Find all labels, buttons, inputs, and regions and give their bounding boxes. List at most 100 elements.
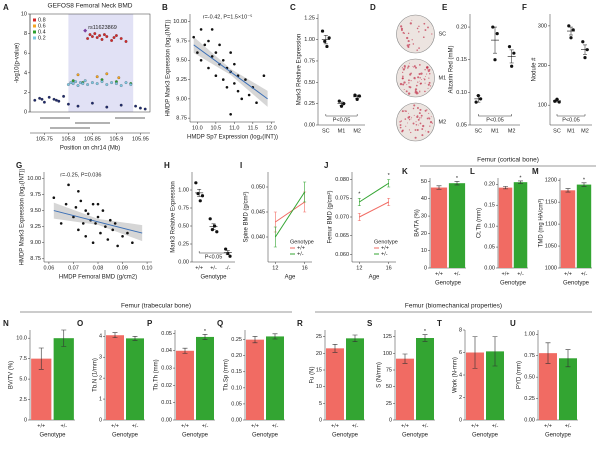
x-axis-label: Genotype bbox=[182, 433, 209, 439]
stain bbox=[408, 43, 411, 46]
error-bar bbox=[112, 332, 118, 339]
y-tick-label: 0.00 bbox=[178, 259, 189, 265]
stain bbox=[422, 36, 425, 39]
stain bbox=[419, 91, 421, 93]
stain bbox=[427, 69, 429, 71]
stain bbox=[408, 62, 410, 64]
y-tick-label: 0.045 bbox=[251, 209, 265, 215]
bar bbox=[346, 338, 364, 420]
significance: * bbox=[583, 177, 586, 183]
error-bar bbox=[422, 334, 428, 342]
annotation: P<0.05 bbox=[486, 117, 504, 123]
error-bar bbox=[509, 49, 514, 64]
legend-label: +/- bbox=[297, 251, 304, 257]
stain bbox=[424, 69, 426, 71]
y-axis-label: Ct.Th (mm) bbox=[477, 208, 483, 238]
y-tick-label: 1200 bbox=[545, 178, 557, 184]
stain bbox=[400, 25, 403, 28]
y-tick-label: 50 bbox=[421, 179, 427, 185]
x-tick-label: 11.0 bbox=[229, 125, 239, 131]
stain bbox=[399, 82, 403, 86]
stain bbox=[416, 91, 419, 95]
panel-label: N bbox=[3, 319, 9, 328]
error-bar bbox=[503, 186, 508, 190]
y-tick-label: 8 bbox=[24, 31, 27, 37]
snp-point bbox=[134, 104, 138, 108]
snp-point bbox=[110, 81, 113, 84]
stain bbox=[421, 134, 424, 137]
point bbox=[198, 199, 202, 203]
y-tick-label: 9.25 bbox=[176, 77, 187, 83]
point bbox=[567, 24, 571, 28]
stain bbox=[405, 110, 407, 113]
stain bbox=[420, 114, 423, 117]
error-bar bbox=[493, 26, 497, 54]
point bbox=[121, 234, 124, 238]
snp-point bbox=[86, 83, 89, 86]
x-tick-label: +/+ bbox=[401, 423, 409, 429]
snp-point bbox=[71, 82, 75, 85]
y-axis-label: Alizarin Red (mM) bbox=[449, 45, 455, 93]
point bbox=[77, 228, 80, 232]
y-tick-label: 1.00 bbox=[304, 37, 315, 43]
y-tick-label: 0.05 bbox=[484, 245, 495, 251]
stain bbox=[401, 110, 404, 113]
point bbox=[52, 196, 56, 200]
legend-swatch bbox=[33, 36, 36, 40]
y-axis-label: Tb.Th (mm) bbox=[154, 359, 160, 390]
stain bbox=[414, 129, 417, 131]
point bbox=[210, 28, 214, 31]
point bbox=[207, 39, 210, 43]
bar bbox=[498, 187, 513, 268]
bar bbox=[176, 350, 194, 420]
stain bbox=[418, 47, 420, 49]
y-tick-label: 2.5 bbox=[19, 397, 27, 403]
x-tick-label: 0.08 bbox=[93, 265, 104, 271]
stain bbox=[417, 81, 419, 83]
stain bbox=[427, 26, 429, 29]
stain bbox=[410, 80, 412, 82]
point bbox=[106, 238, 110, 241]
error-bar bbox=[454, 181, 460, 186]
y-tick-label: 3 bbox=[99, 355, 102, 361]
y-tick-label: 0.075 bbox=[335, 196, 349, 202]
x-tick-label: +/- bbox=[581, 271, 588, 277]
stain bbox=[404, 67, 406, 69]
snp-point bbox=[66, 102, 70, 106]
y-tick-label: 1 bbox=[99, 397, 102, 403]
stain bbox=[426, 117, 429, 120]
x-tick-label: +/- bbox=[60, 423, 67, 429]
stain bbox=[415, 124, 418, 126]
point bbox=[96, 215, 100, 219]
snp-point bbox=[119, 103, 123, 107]
snp-point bbox=[114, 34, 118, 37]
y-axis-label: Work (N-mm) bbox=[453, 357, 459, 393]
bar bbox=[448, 183, 466, 268]
error-bar bbox=[555, 99, 559, 103]
snp-point bbox=[78, 81, 82, 84]
point bbox=[192, 35, 195, 39]
x-axis-label: Genotype bbox=[332, 433, 359, 439]
stain bbox=[404, 118, 407, 120]
stain bbox=[425, 75, 427, 77]
x-tick-label: 10.5 bbox=[211, 125, 222, 131]
point bbox=[325, 44, 329, 49]
stain bbox=[414, 66, 417, 69]
y-tick-label: 25 bbox=[316, 334, 322, 340]
x-tick-label: +/+ bbox=[471, 423, 479, 429]
y-tick-label: 5 bbox=[319, 401, 322, 407]
stain bbox=[407, 122, 408, 124]
x-axis-label: Genotype bbox=[472, 433, 499, 439]
well-label: SC bbox=[439, 31, 447, 37]
y-tick-label: 10.0 bbox=[16, 336, 27, 342]
x-tick-label: 105.75 bbox=[36, 136, 53, 142]
y-tick-label: 25 bbox=[386, 401, 392, 407]
error-bar bbox=[545, 342, 551, 364]
stain bbox=[406, 36, 409, 40]
stain bbox=[428, 81, 431, 84]
stain bbox=[399, 126, 402, 129]
stain bbox=[399, 121, 401, 123]
stain bbox=[412, 107, 415, 110]
snp-point bbox=[105, 35, 109, 38]
stain bbox=[419, 108, 422, 111]
